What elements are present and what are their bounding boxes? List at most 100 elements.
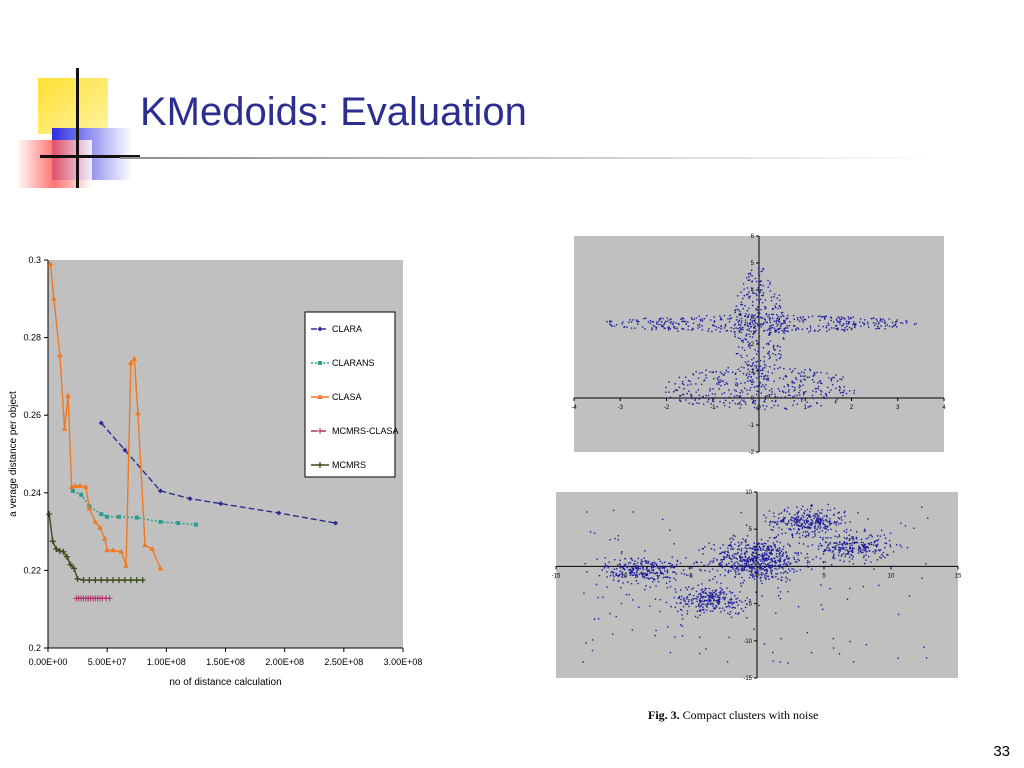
scatter-point xyxy=(658,318,661,320)
scatter-point xyxy=(833,557,836,560)
scatter-point xyxy=(837,321,839,323)
scatter-point xyxy=(681,635,684,637)
scatter-point xyxy=(758,542,760,544)
scatter-point xyxy=(742,372,745,375)
scatter-point xyxy=(735,612,737,615)
scatter-point xyxy=(811,522,813,524)
scatter-point xyxy=(730,597,732,600)
scatter-point xyxy=(609,320,611,322)
scatter-point xyxy=(773,515,776,518)
scatter-point xyxy=(723,374,725,376)
scatter-point xyxy=(711,589,714,592)
scatter-point xyxy=(648,560,650,563)
scatter-point xyxy=(772,512,775,514)
scatter-point xyxy=(647,569,649,572)
scatter-point xyxy=(786,523,789,526)
scatter-point xyxy=(650,563,652,566)
scatter-point xyxy=(806,531,808,533)
scatter-point xyxy=(850,328,853,331)
scatter-point xyxy=(759,382,762,384)
scatter-point xyxy=(612,509,615,512)
scatter-point xyxy=(799,525,801,528)
x-tick-label: -3 xyxy=(618,405,624,411)
scatter-point xyxy=(845,531,848,533)
scatter-point xyxy=(640,562,642,565)
scatter-point xyxy=(809,369,812,372)
scatter-point xyxy=(782,518,784,521)
scatter-point xyxy=(668,329,670,331)
scatter-point xyxy=(814,533,816,535)
scatter-point xyxy=(777,404,779,407)
scatter-point xyxy=(734,571,737,574)
scatter-point xyxy=(725,593,728,596)
scatter-point xyxy=(828,377,830,379)
scatter-point xyxy=(700,596,703,598)
scatter-point xyxy=(701,396,703,399)
scatter-point xyxy=(749,295,751,298)
scatter-point xyxy=(700,569,702,572)
scatter-point xyxy=(822,608,824,610)
scatter-point xyxy=(822,538,824,541)
scatter-point xyxy=(782,315,785,317)
scatter-point xyxy=(755,559,757,561)
scatter-point xyxy=(848,321,850,324)
scatter-point xyxy=(649,577,652,579)
scatter-point xyxy=(682,320,684,322)
scatter-point xyxy=(738,548,741,550)
scatter-point xyxy=(750,376,752,378)
scatter-point xyxy=(757,306,759,308)
scatter-point xyxy=(778,331,780,334)
scatter-point xyxy=(681,625,684,627)
scatter-point xyxy=(686,610,689,612)
scatter-point xyxy=(730,546,733,548)
scatter-point xyxy=(601,569,603,571)
scatter-point xyxy=(837,543,839,546)
scatter-point xyxy=(853,541,855,544)
scatter-point xyxy=(744,606,747,609)
scatter-point xyxy=(727,371,729,373)
scatter-point xyxy=(606,571,608,573)
scatter-point xyxy=(737,573,740,575)
scatter-point xyxy=(674,636,676,638)
scatter-point xyxy=(762,267,764,270)
scatter-point xyxy=(765,312,768,315)
scatter-point xyxy=(755,385,757,388)
scatter-point xyxy=(613,568,616,570)
scatter-point xyxy=(724,399,727,402)
scatter-point xyxy=(754,403,756,405)
scatter-point xyxy=(644,588,646,591)
scatter-point xyxy=(806,327,808,330)
scatter-point xyxy=(661,321,663,323)
scatter-point xyxy=(759,573,761,576)
scatter-point xyxy=(744,321,747,324)
scatter-point xyxy=(604,563,606,565)
scatter-point xyxy=(811,504,813,507)
scatter-point xyxy=(746,389,748,391)
scatter-point xyxy=(732,568,734,570)
scatter-point xyxy=(770,569,772,572)
scatter-point xyxy=(820,371,822,374)
scatter-point xyxy=(823,397,826,400)
scatter-point xyxy=(848,318,850,320)
scatter-point xyxy=(659,569,661,572)
scatter-point xyxy=(824,318,826,320)
scatter-point xyxy=(677,597,680,599)
scatter-point xyxy=(683,573,686,575)
scatter-point xyxy=(722,555,725,558)
scatter-point xyxy=(799,375,802,377)
scatter-point xyxy=(822,561,825,563)
scatter-point xyxy=(697,389,700,391)
scatter-point xyxy=(784,532,787,534)
scatter-point xyxy=(664,565,666,568)
scatter-point xyxy=(850,316,852,319)
scatter-point xyxy=(796,394,798,397)
scatter-point xyxy=(792,534,794,537)
scatter-point xyxy=(630,327,633,329)
scatter-point xyxy=(658,568,660,570)
scatter-point xyxy=(757,554,759,556)
scatter-point xyxy=(863,549,865,552)
scatter-point xyxy=(820,382,822,385)
scatter-point xyxy=(733,324,736,327)
scatter-point xyxy=(798,521,801,524)
scatter-point xyxy=(744,599,747,602)
